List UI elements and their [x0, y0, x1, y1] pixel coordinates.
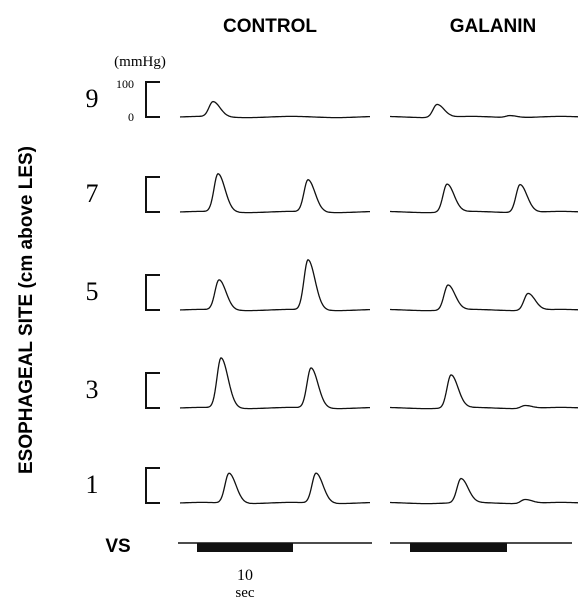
- pressure-trace: [390, 374, 578, 410]
- scale-bracket: [145, 176, 160, 213]
- scale-unit: (mmHg): [114, 54, 166, 70]
- scale-bracket: [145, 467, 160, 504]
- row-label: 7: [86, 179, 99, 208]
- time-value: 10: [237, 567, 253, 584]
- vs-bar: [197, 543, 293, 552]
- vs-label: VS: [105, 536, 130, 557]
- pressure-trace: [179, 357, 370, 410]
- scale-bracket: [145, 274, 160, 311]
- scale-bracket: [145, 81, 160, 118]
- pressure-trace: [179, 258, 370, 312]
- vs-bar: [410, 543, 507, 552]
- pressure-trace: [179, 472, 370, 505]
- column-title: CONTROL: [223, 16, 317, 37]
- scale-bottom: 0: [128, 110, 134, 124]
- row-label: 9: [86, 84, 99, 113]
- pressure-trace: [179, 172, 370, 214]
- pressure-trace: [179, 100, 370, 119]
- time-unit: sec: [235, 585, 254, 601]
- column-title: GALANIN: [450, 16, 537, 37]
- row-label: 3: [86, 375, 99, 404]
- pressure-trace: [390, 103, 578, 119]
- pressure-trace: [390, 284, 578, 312]
- scale-top: 100: [116, 77, 134, 91]
- row-label: 5: [86, 277, 99, 306]
- row-label: 1: [86, 470, 99, 499]
- scale-bracket: [145, 372, 160, 409]
- pressure-trace: [390, 477, 578, 505]
- pressure-trace: [390, 183, 578, 214]
- y-label: ESOPHAGEAL SITE (cm above LES): [16, 146, 37, 474]
